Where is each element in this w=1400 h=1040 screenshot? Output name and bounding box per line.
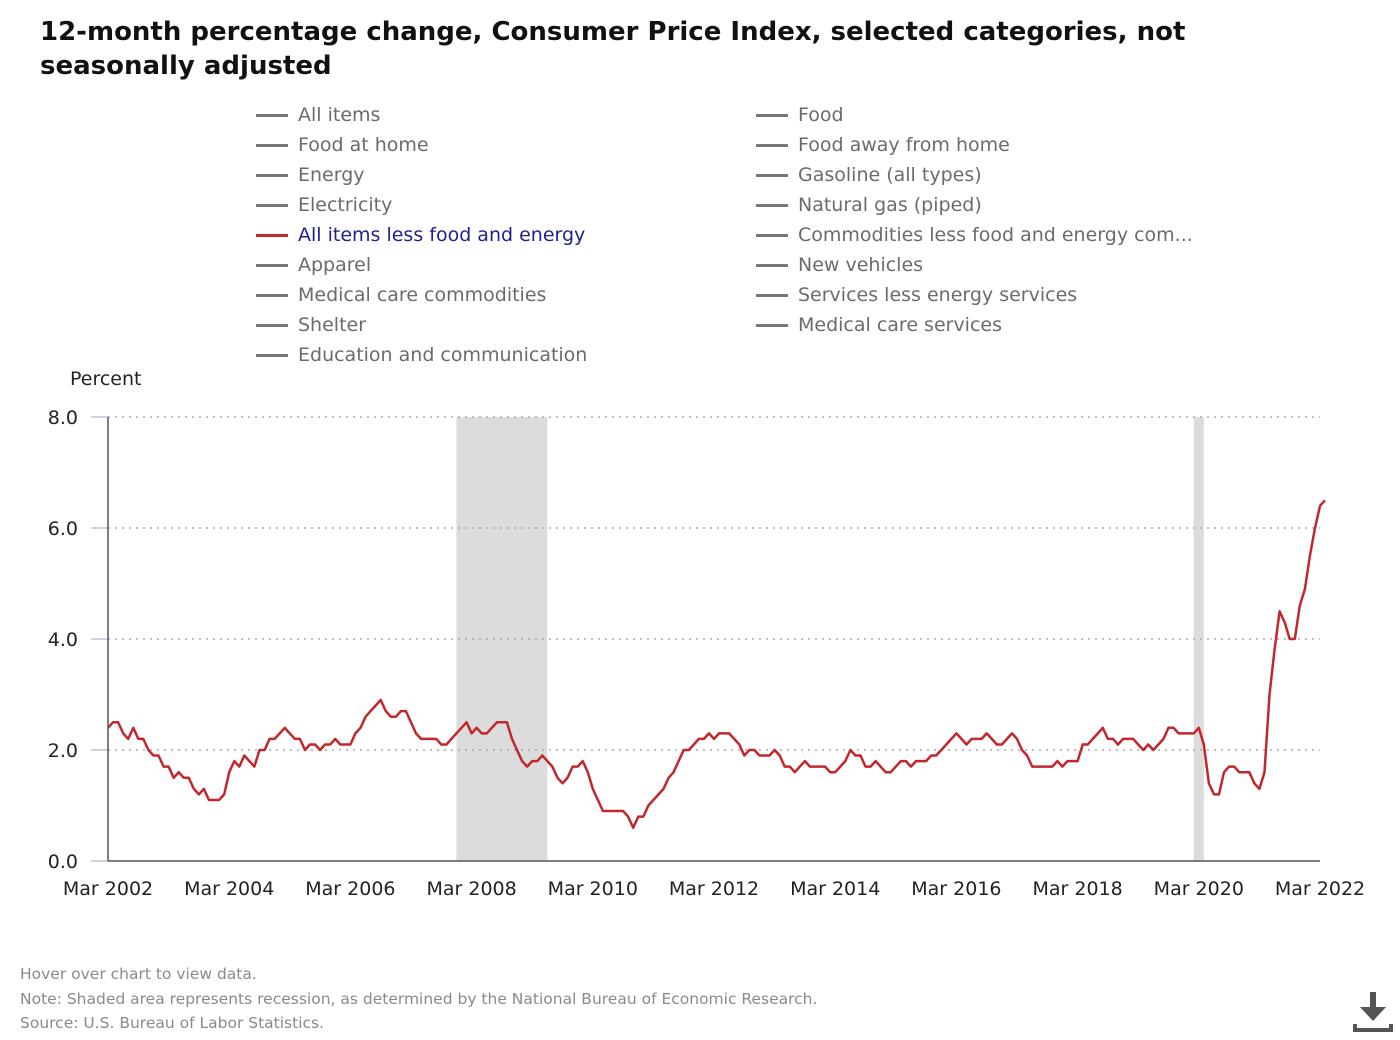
x-tick-label: Mar 2018 (1032, 878, 1122, 900)
legend-swatch (756, 233, 788, 237)
y-axis-label: Percent (70, 368, 142, 390)
legend-item[interactable]: All items less food and energy (256, 220, 585, 250)
legend-swatch (756, 173, 788, 177)
line-chart[interactable]: 0.0 2.0 4.0 6.0 8.0 Mar 2002 Mar 2004 Mar 2006 M… (0, 0, 1400, 920)
legend-label: Food away from home (798, 134, 1010, 156)
legend-item[interactable]: New vehicles (756, 250, 923, 280)
x-tick-label: Mar 2014 (790, 878, 880, 900)
x-tick-label: Mar 2020 (1154, 878, 1244, 900)
legend-label: Food (798, 104, 844, 126)
x-tick-label: Mar 2022 (1275, 878, 1365, 900)
series-line[interactable] (107, 499, 1326, 829)
legend-swatch (756, 143, 788, 147)
legend-swatch (756, 293, 788, 297)
legend-label: Natural gas (piped) (798, 194, 982, 216)
legend-swatch (756, 263, 788, 267)
legend-item[interactable]: Medical care services (756, 310, 1002, 340)
legend-item[interactable]: Gasoline (all types) (756, 160, 982, 190)
legend-swatch (756, 203, 788, 207)
legend-label: Gasoline (all types) (798, 164, 982, 186)
y-tick-label: 6.0 (48, 518, 78, 540)
legend-swatch (256, 323, 288, 327)
legend-item[interactable]: Electricity (256, 190, 392, 220)
legend-label: Food at home (298, 134, 429, 156)
legend-swatch (256, 353, 288, 357)
x-tick-label: Mar 2010 (548, 878, 638, 900)
legend-swatch (256, 263, 288, 267)
source-note: Source: U.S. Bureau of Labor Statistics. (20, 1014, 325, 1032)
legend-item[interactable]: Medical care commodities (256, 280, 546, 310)
legend-item[interactable]: Food at home (256, 130, 429, 160)
legend-label: Education and communication (298, 344, 588, 366)
legend-label: Electricity (298, 194, 393, 216)
chart-title: 12-month percentage change, Consumer Pri… (40, 17, 1186, 81)
legend-swatch (756, 113, 788, 117)
x-tick-label: Mar 2016 (911, 878, 1001, 900)
legend-swatch (256, 293, 288, 297)
legend-item[interactable]: Energy (256, 160, 365, 190)
legend-item[interactable]: Food (756, 100, 844, 130)
legend-item[interactable]: Education and communication (256, 340, 587, 370)
legend-swatch (256, 203, 288, 207)
legend-swatch (256, 233, 288, 237)
x-tick-label: Mar 2008 (426, 878, 516, 900)
legend-swatch (256, 173, 288, 177)
chart-notes: Hover over chart to view data. Note: Sha… (20, 962, 817, 1036)
legend-label: Energy (298, 164, 365, 186)
legend-item[interactable]: All items (256, 100, 380, 130)
legend-item[interactable]: Services less energy services (756, 280, 1077, 310)
legend-label: All items less food and energy (298, 224, 586, 246)
legend-item[interactable]: Commodities less food and energy com... (756, 220, 1193, 250)
download-icon-glyph (1353, 992, 1393, 1032)
hover-hint: Hover over chart to view data. (20, 965, 257, 983)
legend-swatch (256, 113, 288, 117)
legend-swatch (756, 323, 788, 327)
legend-item[interactable]: Natural gas (piped) (756, 190, 982, 220)
recession-band (1193, 417, 1204, 861)
legend-label: Apparel (298, 254, 372, 276)
x-tick-label: Mar 2002 (63, 878, 153, 900)
y-tick-label: 0.0 (48, 851, 78, 873)
y-tick-label: 8.0 (48, 407, 78, 429)
legend-label: New vehicles (798, 254, 924, 276)
legend-label: All items (298, 104, 381, 126)
x-tick-label: Mar 2012 (669, 878, 759, 900)
y-tick-label: 4.0 (48, 629, 78, 651)
legend-label: Medical care services (798, 314, 1002, 336)
legend-label: Services less energy services (798, 284, 1078, 306)
legend-label: Commodities less food and energy com... (798, 224, 1193, 246)
legend-item[interactable]: Shelter (256, 310, 366, 340)
legend-item[interactable]: Food away from home (756, 130, 1010, 160)
legend-swatch (256, 143, 288, 147)
y-tick-label: 2.0 (48, 740, 78, 762)
download-icon[interactable] (1352, 990, 1394, 1034)
legend-label: Shelter (298, 314, 367, 336)
x-tick-label: Mar 2006 (305, 878, 395, 900)
recession-note: Note: Shaded area represents recession, … (20, 989, 818, 1008)
x-tick-label: Mar 2004 (184, 878, 274, 900)
legend-item[interactable]: Apparel (256, 250, 371, 280)
legend-label: Medical care commodities (298, 284, 547, 306)
